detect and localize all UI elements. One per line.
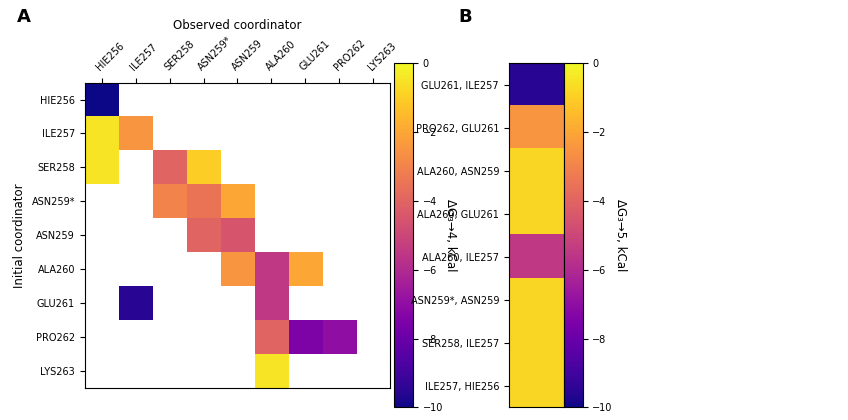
Y-axis label: ΔG₃→5, kCal: ΔG₃→5, kCal bbox=[614, 199, 627, 271]
Text: B: B bbox=[458, 8, 471, 26]
Text: A: A bbox=[17, 8, 31, 26]
Y-axis label: Initial coordinator: Initial coordinator bbox=[13, 183, 26, 288]
X-axis label: Observed coordinator: Observed coordinator bbox=[173, 19, 302, 32]
Y-axis label: ΔG₃→4, kCal: ΔG₃→4, kCal bbox=[444, 199, 457, 271]
